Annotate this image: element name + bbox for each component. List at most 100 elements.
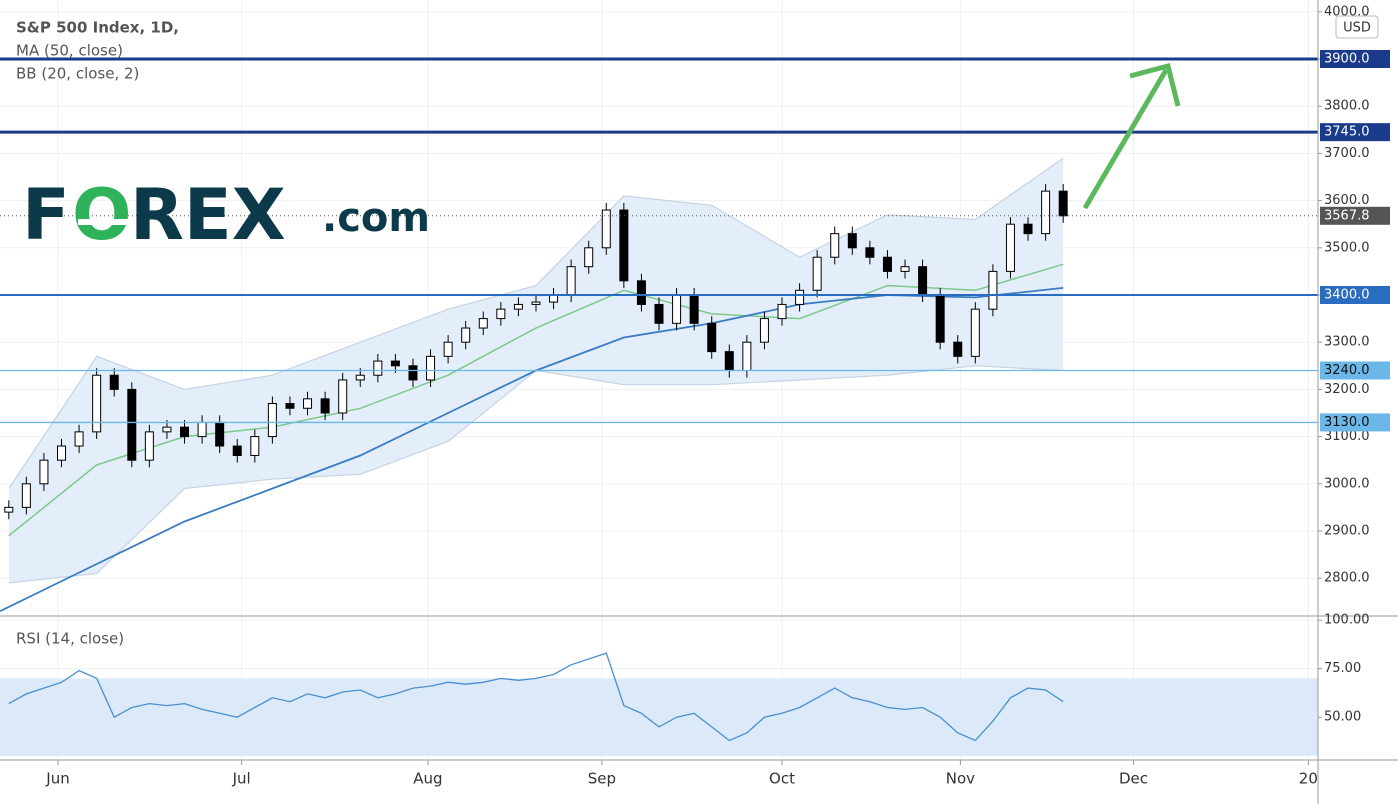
candle-body — [250, 436, 260, 456]
y-tick-label: 50.00 — [1324, 710, 1361, 725]
candle-body — [443, 341, 453, 357]
candle-body — [900, 266, 910, 272]
candle-body — [970, 308, 980, 357]
x-tick-label: Sep — [588, 770, 616, 788]
candle-body — [847, 233, 857, 249]
candle-body — [4, 506, 14, 513]
y-tick-label: 2900.0 — [1324, 523, 1370, 538]
ma-legend: MA (50, close) — [16, 42, 123, 60]
last-price-label: 3567.8 — [1324, 208, 1370, 223]
level-label-box — [1320, 123, 1390, 142]
candle-body — [795, 289, 805, 305]
logo-text: O — [72, 174, 132, 256]
candle-body — [461, 327, 471, 343]
candle-body — [935, 294, 945, 343]
candle-body — [285, 403, 295, 409]
y-tick-label: 4000.0 — [1324, 4, 1370, 19]
level-label-box — [1320, 361, 1390, 380]
candle-body — [408, 365, 418, 381]
candle-body — [830, 233, 840, 258]
bb-upper — [8, 157, 1064, 489]
candle-body — [654, 303, 664, 324]
candle-body — [812, 256, 822, 291]
candle-body — [672, 294, 682, 324]
level-label-box — [1320, 413, 1390, 432]
candle-body — [320, 398, 330, 414]
candle-body — [689, 294, 699, 324]
y-tick-label: 3200.0 — [1324, 382, 1370, 397]
candle-body — [584, 247, 594, 268]
candle-body — [742, 341, 752, 372]
candle-body — [707, 322, 717, 353]
currency: USD — [1343, 21, 1371, 36]
candle-body — [777, 303, 787, 320]
candle-body — [988, 270, 998, 310]
arrow — [1082, 62, 1181, 210]
candle-body — [355, 374, 365, 381]
bb-legend: BB (20, close, 2) — [16, 65, 139, 83]
candle-body — [953, 341, 963, 357]
candle-body — [882, 256, 892, 272]
candle-body — [39, 459, 49, 485]
logo-text: REX — [130, 174, 286, 256]
level-label: 3745.0 — [1324, 125, 1370, 140]
last-price-box — [1320, 206, 1390, 225]
candle-body — [338, 379, 348, 414]
candle-body — [1005, 223, 1015, 272]
candle-body — [1058, 190, 1068, 217]
level-label-box — [1320, 285, 1390, 304]
candle-body — [496, 308, 506, 320]
y-tick-label: 3500.0 — [1324, 240, 1370, 255]
candle-body — [92, 374, 102, 433]
candle-body — [531, 301, 541, 305]
candle-body — [232, 445, 242, 456]
arrow-head — [1129, 62, 1181, 107]
currency-box — [1335, 15, 1379, 39]
chart-title: S&P 500 Index, 1D, — [16, 19, 179, 37]
level-label: 3240.0 — [1324, 363, 1370, 378]
y-tick-label: 3600.0 — [1324, 193, 1370, 208]
candle-body — [724, 351, 734, 372]
level-label: 3130.0 — [1324, 415, 1370, 430]
candle-body — [74, 431, 84, 447]
arrow-shaft — [1082, 68, 1169, 210]
candle-body — [601, 209, 611, 249]
candle-body — [162, 426, 172, 433]
candle-body — [636, 280, 646, 305]
rsi-band — [0, 678, 1318, 757]
candle-body — [267, 403, 277, 438]
candle-body — [619, 209, 629, 282]
candles — [4, 184, 1068, 520]
candle-body — [180, 426, 190, 438]
candle-body — [57, 445, 67, 461]
candle-body — [549, 294, 559, 303]
candle-body — [373, 360, 383, 376]
rsi-legend: RSI (14, close) — [16, 630, 124, 648]
candle-body — [1041, 190, 1051, 235]
x-tick-label: Oct — [769, 770, 795, 788]
logo-text: .com — [322, 195, 430, 241]
y-tick-label: 2800.0 — [1324, 571, 1370, 586]
candle-body — [127, 388, 137, 461]
level-label-box — [1320, 49, 1390, 68]
candle-body — [197, 421, 207, 438]
y-tick-label: 3800.0 — [1324, 99, 1370, 114]
candle-body — [513, 303, 523, 310]
candle-body — [215, 421, 225, 447]
x-tick-label: Aug — [413, 770, 442, 788]
y-tick-label: 100.00 — [1324, 613, 1370, 628]
y-tick-label: 3300.0 — [1324, 335, 1370, 350]
overlay — [0, 57, 1318, 424]
candle-body — [478, 318, 488, 329]
candle-body — [566, 266, 576, 296]
candle-body — [759, 318, 769, 343]
logo-text: F — [22, 174, 70, 256]
x-tick-label: 20 — [1299, 770, 1318, 788]
candle-body — [426, 355, 436, 381]
x-tick-label: Jul — [232, 770, 251, 788]
x-tick-label: Dec — [1119, 770, 1148, 788]
candle-body — [1023, 223, 1033, 235]
logo: F O REX .com — [22, 174, 430, 256]
candle-body — [390, 360, 400, 367]
